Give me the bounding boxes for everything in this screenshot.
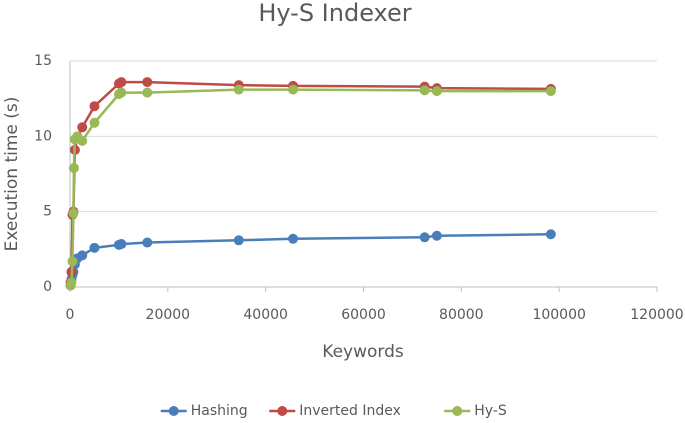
chart-title: Hy-S Indexer [258, 0, 411, 27]
data-point [77, 250, 88, 261]
y-tick-label: 0 [43, 279, 52, 295]
data-point [142, 237, 153, 248]
data-point [288, 233, 299, 244]
legend-marker [452, 406, 463, 416]
y-tick-label: 10 [34, 128, 52, 144]
data-point [419, 232, 430, 243]
data-point [431, 230, 442, 241]
series-line [69, 80, 551, 283]
legend-label: Hashing [191, 403, 248, 419]
data-point [419, 85, 430, 96]
data-point [68, 162, 79, 173]
data-point [89, 117, 100, 128]
data-point [545, 229, 556, 240]
legend-label: Inverted Index [299, 403, 401, 419]
data-point [545, 86, 556, 97]
y-tick-label: 15 [34, 53, 52, 69]
data-point [68, 208, 79, 219]
data-point [142, 87, 153, 98]
y-axis-label: Execution time (s) [2, 97, 22, 252]
x-tick-label: 120000 [630, 307, 683, 323]
data-point [89, 101, 100, 112]
data-point [67, 256, 78, 267]
y-tick-label: 5 [43, 204, 52, 220]
legend-label: Hy-S [474, 403, 507, 419]
x-tick-label: 60000 [341, 307, 386, 323]
legend-marker [168, 406, 179, 416]
data-point [77, 122, 88, 133]
data-point [233, 84, 244, 95]
data-point [116, 87, 127, 98]
data-point [89, 242, 100, 253]
data-point [431, 86, 442, 97]
data-point [288, 84, 299, 95]
x-tick-label: 40000 [243, 307, 288, 323]
data-point [66, 277, 77, 288]
data-point [116, 239, 127, 250]
data-point [142, 77, 153, 88]
x-tick-label: 80000 [439, 307, 484, 323]
x-tick-label: 0 [66, 307, 75, 323]
data-point [77, 135, 88, 146]
data-point [233, 235, 244, 246]
x-tick-label: 100000 [532, 307, 585, 323]
x-axis-label: Keywords [322, 342, 404, 362]
series-line [69, 88, 551, 286]
x-tick-label: 20000 [146, 307, 191, 323]
data-point [116, 77, 127, 88]
legend-marker [277, 406, 288, 416]
